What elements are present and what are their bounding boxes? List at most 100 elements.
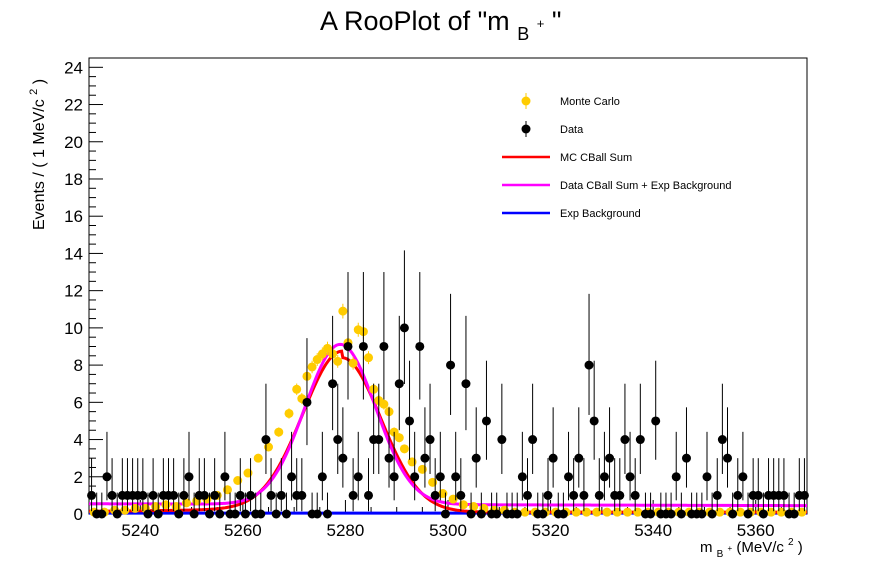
mc-point [623, 507, 632, 517]
mc-point [612, 507, 622, 517]
mc-point [233, 475, 243, 485]
data-point [517, 472, 527, 482]
mc-point [394, 433, 404, 443]
y-tick-label: 10 [64, 319, 83, 338]
x-tick-label: 5300 [429, 521, 467, 540]
mc-point [130, 503, 140, 513]
legend-item-data: Data [521, 121, 584, 137]
plot-frame [88, 57, 808, 515]
data-point [528, 435, 538, 445]
data-point [322, 509, 332, 519]
data-point [630, 490, 640, 500]
data-point [312, 509, 322, 519]
x-tick-label: 5320 [532, 521, 570, 540]
data-point [364, 490, 374, 500]
data-point [189, 509, 199, 519]
mc-point [379, 399, 389, 409]
data-point [564, 472, 574, 482]
data-point [235, 490, 245, 500]
data-point [466, 509, 476, 519]
data-point [266, 490, 276, 500]
y-tick-label: 12 [64, 282, 83, 301]
y-tick-label: 4 [74, 431, 83, 450]
legend-label-data-cball: Data CBall Sum + Exp Background [560, 180, 732, 192]
data-point [358, 341, 368, 351]
data-point [430, 490, 440, 500]
data-point [753, 490, 763, 500]
data-point [681, 453, 691, 463]
data-point [256, 509, 266, 519]
data-point [410, 472, 420, 482]
data-point [179, 490, 189, 500]
mc-point [592, 507, 602, 517]
mc-point [715, 507, 725, 517]
data-point [97, 509, 107, 519]
mc-point [428, 477, 438, 487]
y-tick-label: 16 [64, 207, 83, 226]
data-point [271, 509, 281, 519]
data-point [569, 490, 579, 500]
data-point [153, 509, 163, 519]
mc-point [633, 507, 643, 517]
data-point [317, 472, 327, 482]
data-point [174, 509, 184, 519]
data-point [743, 509, 753, 519]
legend-item-exp-bkg: Exp Background [502, 208, 641, 220]
data-point [446, 360, 456, 370]
y-tick-label: 14 [64, 244, 83, 263]
data-point [87, 490, 97, 500]
data-point [415, 341, 425, 351]
data-point [138, 490, 148, 500]
legend-label-data: Data [560, 124, 584, 136]
data-point [728, 509, 738, 519]
data-point [210, 490, 220, 500]
data-cball-exp-curve [88, 342, 807, 508]
data-point [620, 435, 630, 445]
data-point [579, 490, 589, 500]
data-point [405, 416, 415, 426]
mc-point [292, 384, 302, 394]
y-axis-label: Events / ( 1 MeV/c 2 ) [24, 79, 48, 230]
data-point [697, 509, 707, 519]
data-point [646, 509, 656, 519]
y-tick-label: 6 [74, 393, 83, 412]
data-point [779, 490, 789, 500]
x-axis-label: m B + (MeV/c 2 ) [700, 532, 803, 561]
y-tick-label: 2 [74, 468, 83, 487]
data-point [240, 509, 250, 519]
data-point [717, 435, 727, 445]
data-point [343, 341, 353, 351]
mc-point [797, 507, 807, 517]
axis-ticks [88, 57, 808, 515]
mc-point [243, 468, 253, 478]
data-point [333, 435, 343, 445]
data-point [389, 472, 399, 482]
legend-item-mc-cball: MC CBall Sum [502, 152, 632, 164]
fit-curves [88, 342, 807, 515]
data-point [435, 472, 445, 482]
data-point [112, 509, 122, 519]
mc-point [448, 494, 458, 504]
data-point [297, 490, 307, 500]
mc-cball-sum-curve [88, 349, 807, 514]
data-point [230, 509, 240, 519]
data-point [758, 509, 768, 519]
mc-point [520, 507, 530, 517]
data-point [712, 490, 722, 500]
data-point [605, 453, 615, 463]
mc-point [222, 485, 232, 495]
data-point [512, 509, 522, 519]
data-point [348, 490, 358, 500]
data-point [148, 490, 158, 500]
y-tick-label: 18 [64, 170, 83, 189]
mc-point [766, 507, 776, 517]
data-point [543, 490, 553, 500]
x-tick-label: 5240 [121, 521, 159, 540]
data-point [287, 472, 297, 482]
data-point [205, 509, 215, 519]
data-point [384, 453, 394, 463]
data-point [635, 435, 645, 445]
data-point [328, 379, 338, 389]
data-point [589, 416, 599, 426]
mc-point [417, 464, 427, 474]
